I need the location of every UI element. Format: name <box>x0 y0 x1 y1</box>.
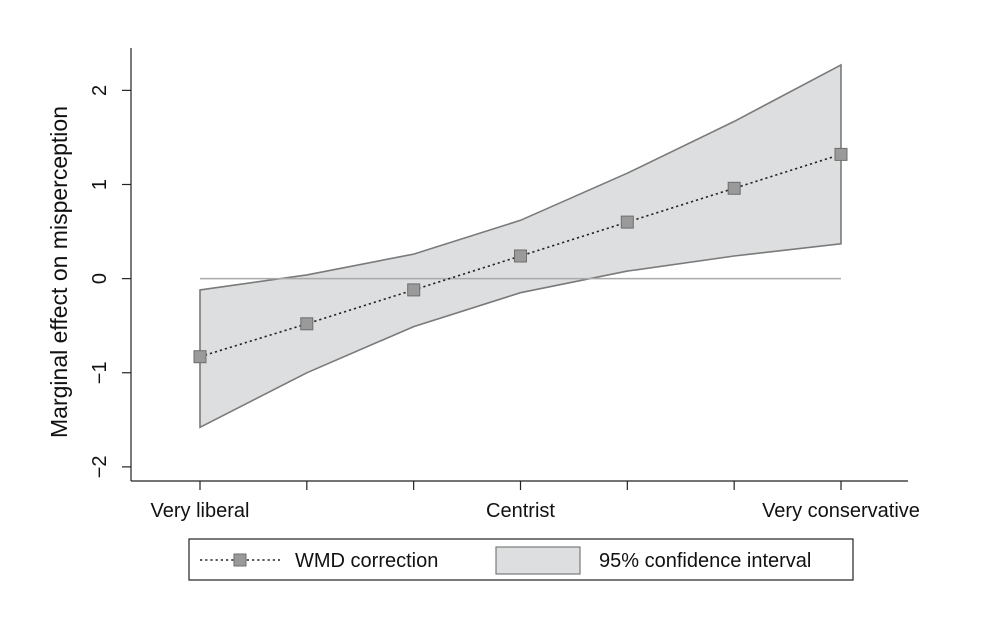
legend-label-line: WMD correction <box>295 550 438 572</box>
x-tick-label: Centrist <box>486 500 555 522</box>
series-layer <box>193 147 848 364</box>
data-point-marker <box>620 215 634 229</box>
y-tick-label: 1 <box>89 179 111 190</box>
y-tick-label: 0 <box>89 273 111 284</box>
data-point-marker <box>193 350 207 364</box>
y-ticks: −2 −1 0 1 2 <box>89 85 131 478</box>
plot-band-layer <box>199 63 842 429</box>
legend-marker-swatch <box>233 553 247 567</box>
data-point-marker <box>514 249 527 263</box>
y-axis-label: Marginal effect on misperception <box>46 106 72 438</box>
y-tick-label: 2 <box>89 85 111 96</box>
data-point-marker <box>834 147 848 161</box>
data-point-marker <box>407 283 421 297</box>
y-tick-label: −1 <box>89 361 111 384</box>
legend-label-band: 95% confidence interval <box>599 550 811 572</box>
legend-band-swatch <box>495 546 581 575</box>
x-tick-label: Very liberal <box>151 500 250 522</box>
confidence-band <box>199 63 842 429</box>
legend: WMD correction 95% confidence interval <box>188 538 854 581</box>
y-tick-label: −2 <box>89 455 111 478</box>
data-point-marker <box>300 317 314 331</box>
x-tick-label: Very conservative <box>762 500 920 522</box>
data-point-marker <box>727 181 741 195</box>
axes-layer <box>130 48 908 482</box>
x-ticks: Very liberal Centrist Very conservative <box>151 481 920 522</box>
